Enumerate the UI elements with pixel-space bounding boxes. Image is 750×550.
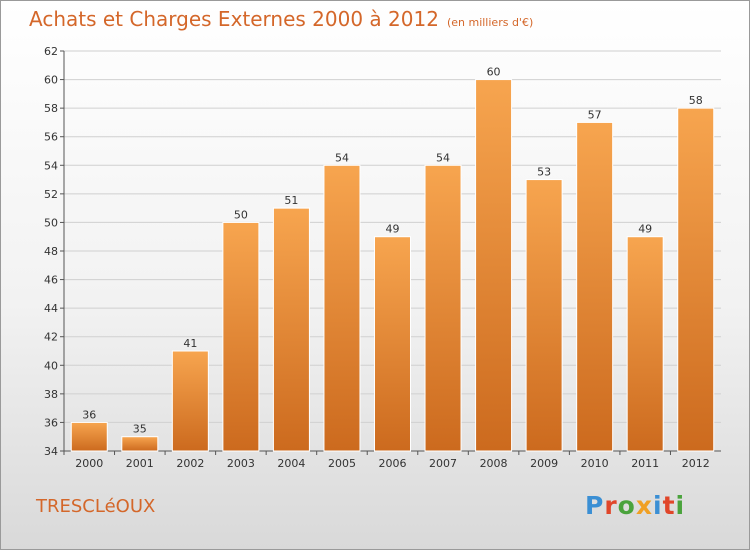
y-tick-label: 62: [44, 45, 58, 58]
y-tick-label: 46: [44, 274, 58, 287]
brand-logo: Proxiti: [585, 491, 685, 520]
x-tick-label: 2011: [631, 457, 659, 470]
brand-letter: t: [662, 491, 676, 520]
y-tick-label: 40: [44, 359, 58, 372]
x-tick-label: 2002: [176, 457, 204, 470]
commune-name: TRESCLéOUX: [36, 496, 156, 517]
y-tick-label: 42: [44, 331, 58, 344]
bar-2008: [475, 79, 513, 452]
unit-note: (en milliers d'€): [446, 16, 534, 29]
data-label: 53: [537, 166, 551, 179]
x-tick-label: 2009: [530, 457, 558, 470]
bar-2012: [677, 107, 715, 452]
y-tick-label: 38: [44, 388, 58, 401]
x-tick-label: 2003: [227, 457, 255, 470]
chart-title: Achats et Charges Externes 2000 à 2012 (e…: [29, 7, 533, 31]
data-label: 49: [638, 223, 652, 236]
y-tick-label: 36: [44, 416, 58, 429]
data-label: 54: [436, 151, 450, 164]
brand-letter: i: [675, 491, 686, 520]
bar-2005: [323, 164, 361, 452]
data-label: 41: [183, 337, 197, 350]
y-tick-label: 44: [44, 302, 58, 315]
y-tick-label: 54: [44, 159, 58, 172]
bar-2003: [222, 221, 260, 452]
bar-2006: [374, 236, 411, 452]
data-label: 35: [133, 423, 147, 436]
bar-2000: [70, 421, 108, 452]
x-tick-label: 2000: [75, 457, 103, 470]
bar-2001: [121, 436, 159, 452]
data-label: 36: [82, 408, 96, 421]
brand-letter: i: [653, 491, 663, 520]
x-tick-label: 2008: [480, 457, 508, 470]
bar-2007: [424, 164, 462, 452]
brand-letter: x: [635, 491, 653, 520]
data-label: 60: [487, 66, 501, 79]
x-tick-label: 2012: [682, 457, 710, 470]
x-tick-label: 2006: [379, 457, 407, 470]
bar-2011: [626, 236, 664, 452]
y-tick-label: 52: [44, 188, 58, 201]
bar-2009: [525, 179, 563, 452]
x-tick-label: 2005: [328, 457, 356, 470]
chart-title-text: Achats et Charges Externes 2000 à 2012: [29, 7, 439, 31]
data-label: 49: [386, 223, 400, 236]
y-tick-label: 56: [44, 131, 58, 144]
brand-letter: P: [585, 491, 605, 520]
y-tick-label: 60: [44, 74, 58, 87]
bar-2002: [171, 350, 209, 452]
data-label: 57: [588, 108, 602, 121]
x-tick-label: 2010: [581, 457, 609, 470]
x-tick-label: 2007: [429, 457, 457, 470]
brand-letter: o: [617, 491, 636, 520]
data-label: 51: [284, 194, 298, 207]
y-tick-label: 48: [44, 245, 58, 258]
data-label: 58: [689, 94, 703, 107]
brand-letter: r: [604, 491, 618, 520]
y-tick-label: 34: [44, 445, 58, 458]
data-label: 54: [335, 151, 349, 164]
x-tick-label: 2004: [277, 457, 305, 470]
bar-2010: [576, 121, 614, 452]
data-label: 50: [234, 208, 248, 221]
label-layer: 36 35 41 50 51 54 49 54 60 53 57 49 58: [82, 66, 702, 436]
bar-layer: [70, 79, 715, 452]
y-tick-label: 50: [44, 216, 58, 229]
bar-2004: [272, 207, 310, 452]
x-tick-label: 2001: [126, 457, 154, 470]
y-tick-label: 58: [44, 102, 58, 115]
